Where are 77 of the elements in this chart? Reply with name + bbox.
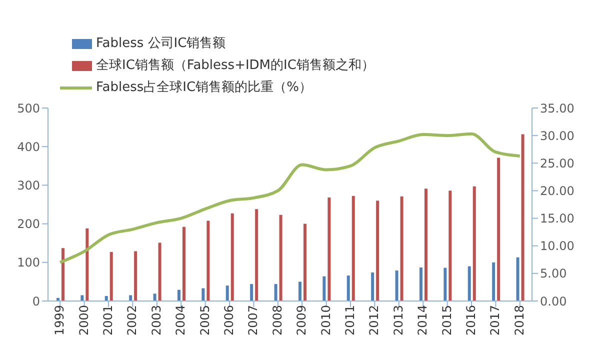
x-tick-label: 2013 — [391, 305, 406, 336]
bar — [274, 284, 278, 301]
bar — [448, 190, 452, 301]
x-tick-label: 2000 — [76, 305, 91, 336]
bar — [419, 267, 422, 301]
x-tick-label: 2012 — [367, 305, 382, 336]
bar — [516, 257, 520, 301]
bar — [298, 282, 302, 301]
x-tick-label: 2010 — [318, 305, 333, 336]
bar — [444, 268, 447, 301]
bar — [279, 214, 282, 301]
bar — [61, 248, 64, 301]
bar — [352, 196, 355, 301]
x-tick-label: 1999 — [52, 305, 67, 336]
bar — [376, 200, 380, 301]
x-tick-label: 2016 — [464, 305, 478, 336]
bar — [110, 252, 113, 301]
bar — [395, 270, 398, 301]
x-tick-label: 2015 — [440, 305, 454, 336]
x-tick-label: 2005 — [198, 305, 212, 336]
bar — [328, 198, 331, 301]
x-tick-label: 2007 — [246, 305, 260, 336]
y2-tick-label: 5.00 — [540, 266, 567, 281]
y2-tick-label: 20.00 — [540, 184, 574, 198]
x-tick-label: 2001 — [101, 305, 116, 336]
bar — [303, 224, 306, 301]
y2-tick-label: 15.00 — [540, 212, 574, 226]
x-tick-label: 2002 — [125, 305, 140, 336]
y-tick-label: 100 — [17, 256, 40, 270]
legend-label: Fabless占全球IC销售额的比重（%） — [96, 79, 312, 97]
y2-tick-label: 25.00 — [540, 156, 574, 170]
bar — [104, 296, 108, 301]
bar — [424, 188, 428, 301]
bar — [322, 276, 326, 301]
bar — [371, 272, 374, 301]
y2-tick-label: 35.00 — [540, 101, 574, 116]
bar — [468, 266, 471, 301]
y-tick-label: 200 — [17, 217, 40, 232]
y-tick-label: 0 — [32, 294, 40, 308]
bar — [134, 251, 138, 301]
bar — [158, 242, 162, 301]
x-tick-label: 2003 — [149, 305, 164, 336]
bar — [250, 284, 254, 301]
bar — [153, 294, 156, 301]
y-tick-label: 500 — [17, 101, 40, 116]
line-series — [58, 132, 522, 264]
bar — [521, 134, 524, 301]
x-tick-label: 2017 — [488, 305, 502, 336]
bar — [86, 228, 89, 301]
bar — [206, 220, 210, 301]
x-tick-label: 2004 — [174, 305, 188, 336]
bar — [129, 295, 132, 301]
bar — [346, 276, 350, 301]
x-tick-label: 2008 — [270, 305, 284, 336]
y-tick-label: 300 — [17, 178, 40, 192]
y2-tick-label: 0.00 — [540, 294, 567, 308]
x-tick-label: 2018 — [512, 305, 526, 336]
bar — [255, 209, 258, 301]
bar — [202, 288, 205, 301]
bar — [182, 226, 186, 301]
bar — [472, 186, 476, 301]
x-tick-label: 2011 — [343, 305, 358, 336]
y-tick-label: 400 — [17, 140, 40, 154]
legend-label: Fabless 公司IC销售额 — [96, 35, 226, 53]
x-tick-label: 2006 — [222, 305, 236, 336]
bar — [400, 196, 404, 301]
bar — [177, 290, 180, 301]
x-tick-label: 2014 — [416, 305, 430, 336]
bar — [497, 158, 500, 301]
bar — [230, 213, 234, 301]
y2-tick-label: 10.00 — [540, 239, 574, 254]
y2-tick-label: 30.00 — [540, 128, 574, 143]
legend-label: 全球IC销售额（Fabless+IDM的IC销售额之和） — [96, 57, 374, 75]
x-tick-label: 2009 — [294, 305, 309, 336]
bar — [226, 286, 229, 301]
bar — [80, 295, 84, 301]
bar — [492, 262, 496, 301]
